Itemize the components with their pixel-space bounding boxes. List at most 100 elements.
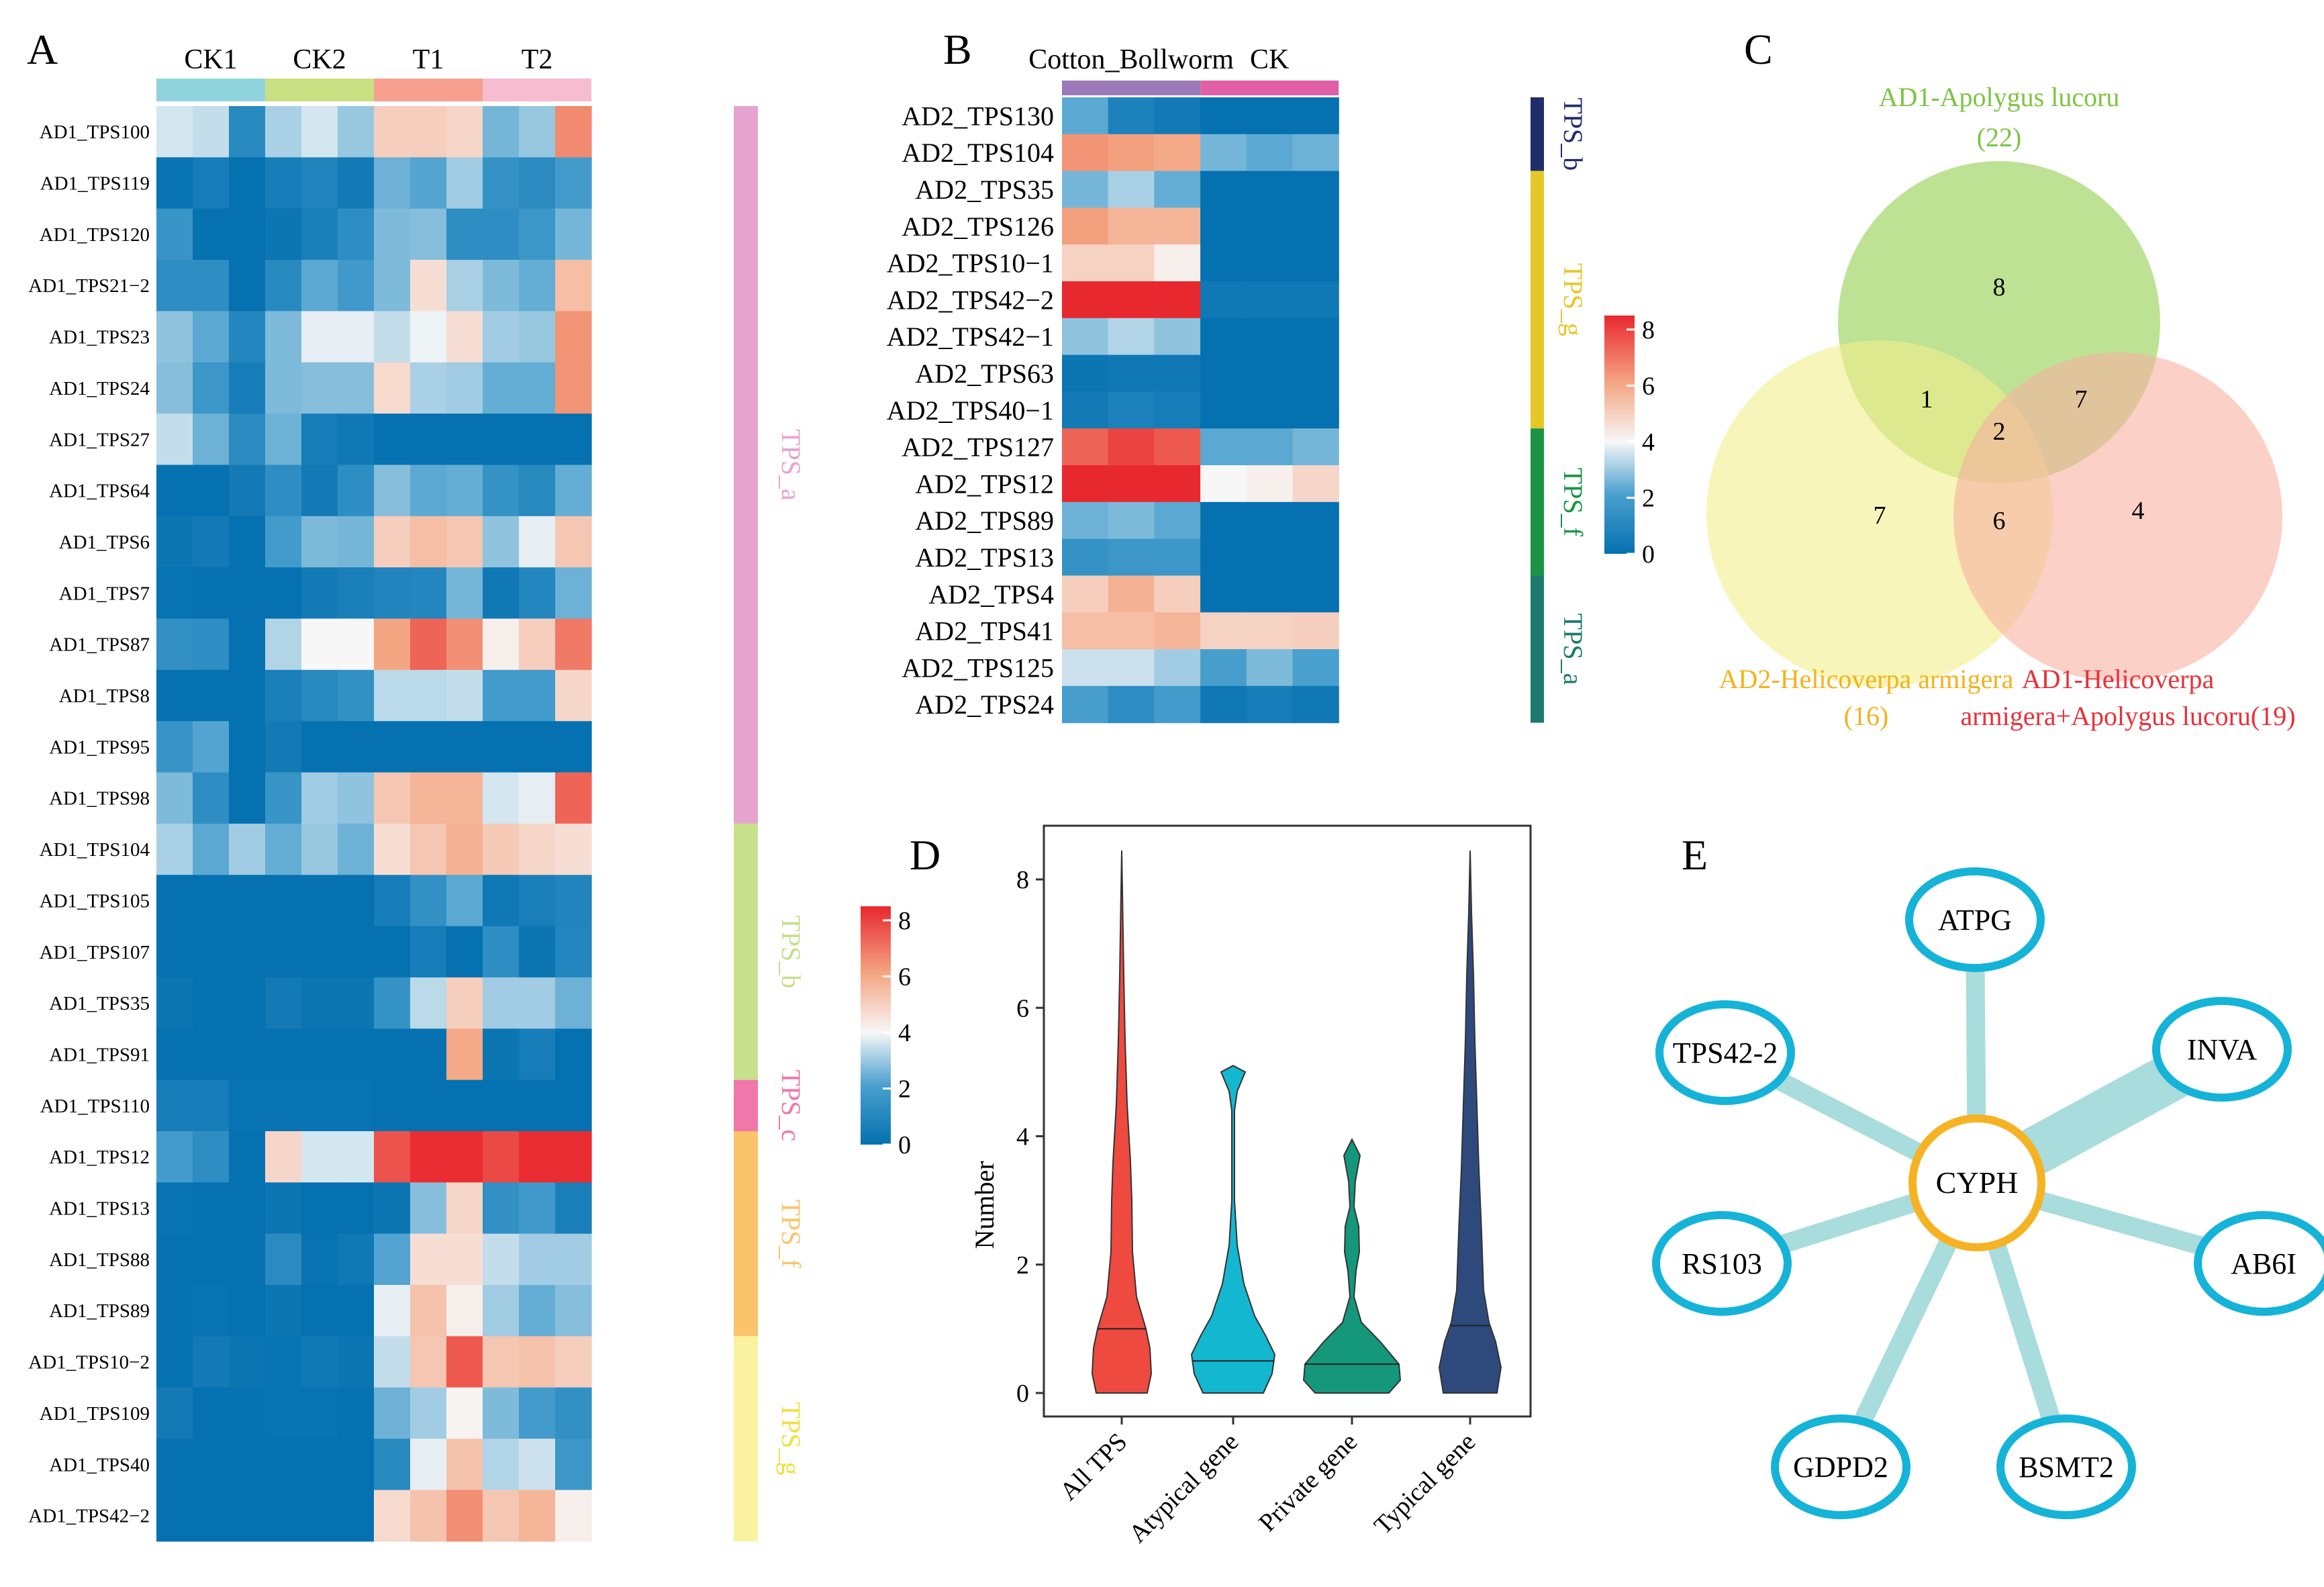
heatmap-a-cell [446,567,483,620]
heatmap-a-cell [193,1233,230,1286]
heatmap-a-cell [265,516,302,568]
heatmap-a-cell [193,1336,230,1388]
heatmap-a-column-bar [265,79,374,101]
heatmap-a-cell [483,1079,520,1132]
heatmap-a-cell [156,260,193,311]
heatmap-a-cell [301,1439,338,1491]
heatmap-a-cell [156,1336,193,1388]
heatmap-a-row-label: AD1_TPS120 [40,224,150,246]
heatmap-a-cell [338,823,375,875]
heatmap-a-cell [156,618,193,671]
heatmap-a-cell [156,208,193,260]
heatmap-a-cell [519,465,556,517]
heatmap-a-cell [374,926,411,978]
heatmap-a-cell [301,1285,338,1337]
venn-circle-helicoverpa [1706,340,2053,687]
heatmap-a-cell [410,260,447,311]
heatmap-a-cell [374,618,411,671]
heatmap-a-cell [229,1336,266,1388]
heatmap-a-cell [193,414,230,466]
heatmap-b-cell [1292,207,1339,245]
heatmap-a-cell [265,260,302,311]
heatmap-a-cell [483,926,520,978]
heatmap-a-cell [229,414,266,466]
heatmap-b-cell [1292,501,1339,540]
heatmap-b-cell [1108,97,1155,135]
heatmap-a-cell [301,567,338,620]
heatmap-a-cell [156,1079,193,1132]
venn-region-combined-only: 4 [2132,497,2145,525]
heatmap-a-cell [229,260,266,311]
heatmap-a-cell [301,977,338,1029]
heatmap-a-cell [301,618,338,671]
heatmap-a-cell [193,772,230,824]
heatmap-a-cell [265,567,302,620]
heatmap-b-cell [1108,685,1155,724]
legend-b-colorbar [1604,316,1635,554]
heatmap-a-cell [193,260,230,311]
heatmap-a-cell [338,721,375,773]
heatmap-a-cell [265,1028,302,1081]
heatmap-a-cell [265,208,302,260]
heatmap-a-cell [410,1285,447,1337]
heatmap-b-cell [1062,649,1109,687]
heatmap-a-cell [301,1336,338,1388]
legend-a-colorbar [861,906,891,1145]
venn-count-apolygus: (22) [1977,122,2022,152]
heatmap-a-cell [446,618,483,671]
heatmap-a-cell [410,1387,447,1439]
heatmap-a-cell [519,721,556,773]
heatmap-b-cell [1200,244,1247,282]
heatmap-a-cell [446,465,483,517]
heatmap-a-cell [519,926,556,978]
heatmap-a-cell [156,516,193,568]
heatmap-b-cell [1154,465,1201,503]
heatmap-a-cell [156,875,193,927]
network-node [2194,1211,2324,1316]
heatmap-b-cell [1200,538,1247,576]
heatmap-a-cell [265,823,302,875]
heatmap-b-cell [1108,649,1155,687]
heatmap-a-cell [193,721,230,773]
heatmap-a-cell [265,1439,302,1491]
panel-label-b: B [943,26,972,73]
heatmap-a-row-label: AD1_TPS8 [59,685,150,707]
heatmap-a-cell [446,1387,483,1439]
heatmap-a-cell [338,1285,375,1337]
violin-ylabel: Number [969,1161,1000,1249]
heatmap-b-cell [1108,318,1155,356]
heatmap-a-cell [229,669,266,722]
heatmap-a-cell [555,208,592,260]
network-node-label: AB6I [2231,1247,2296,1280]
heatmap-a-cell [301,260,338,311]
heatmap-a-cell [555,106,592,158]
heatmap-a-cell [410,567,447,620]
heatmap-b-cell [1200,281,1247,319]
heatmap-a-cell [483,1131,520,1183]
heatmap-a-cell [229,1233,266,1286]
heatmap-a-cell [410,823,447,875]
heatmap-a-cell [555,1182,592,1235]
heatmap-b-cell [1108,391,1155,429]
heatmap-b-cell [1108,207,1155,245]
network-node-label: GDPD2 [1793,1451,1888,1484]
heatmap-b-cell [1292,538,1339,576]
heatmap-a-cell [483,1182,520,1235]
heatmap-b-cell [1062,171,1109,208]
venn-region-helicoverpa-only: 7 [1874,501,1886,530]
heatmap-a-cell [410,465,447,517]
heatmap-a-cell [374,311,411,363]
heatmap-a-cell [410,1336,447,1388]
venn-label-combined-line2: armigera+Apolygus lucoru(19) [1960,701,2295,731]
heatmap-a-cell [338,465,375,517]
heatmap-b-row-label: AD2_TPS12 [915,469,1054,499]
heatmap-b-cell [1062,612,1109,650]
heatmap-a-cell [519,1336,556,1388]
heatmap-a-cell [519,618,556,671]
heatmap-b-row-label: AD2_TPS24 [915,689,1054,720]
heatmap-a-cell [410,669,447,722]
heatmap-a-cell [446,875,483,927]
heatmap-a-cell [519,157,556,209]
heatmap-a-row-label: AD1_TPS88 [49,1249,150,1271]
heatmap-a-cell [193,516,230,568]
